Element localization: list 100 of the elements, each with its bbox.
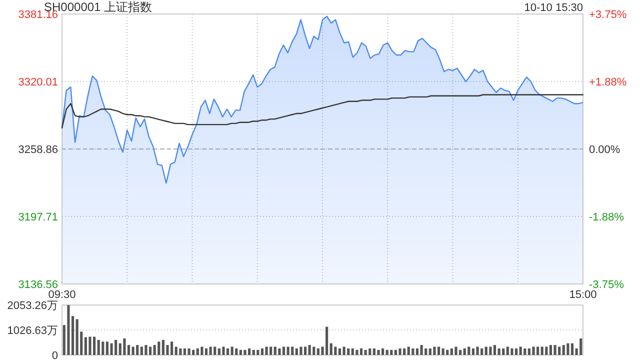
bar xyxy=(433,346,436,355)
bar xyxy=(506,346,509,355)
bar xyxy=(132,346,134,355)
bar xyxy=(291,346,294,355)
bar xyxy=(286,346,290,355)
bar xyxy=(148,346,152,355)
bar xyxy=(532,346,535,355)
bar xyxy=(498,348,500,355)
bar xyxy=(468,346,470,355)
bar xyxy=(136,345,139,355)
y2-tick-label: 0.00% xyxy=(589,144,620,156)
y2-tick-label: +1.88% xyxy=(589,76,627,88)
bar xyxy=(454,346,458,355)
bar xyxy=(570,343,574,355)
bar xyxy=(265,346,268,355)
bar xyxy=(97,340,100,355)
bar xyxy=(514,348,518,355)
bar xyxy=(334,346,337,355)
bar xyxy=(153,345,156,355)
x-tick-label: 15:00 xyxy=(569,289,597,301)
y-tick-label: 3197.71 xyxy=(18,212,58,224)
bar xyxy=(102,342,104,355)
bar xyxy=(209,346,212,355)
bar xyxy=(390,350,393,355)
bar xyxy=(123,338,126,355)
bar xyxy=(484,346,488,355)
bar xyxy=(442,348,444,355)
bar xyxy=(88,336,92,355)
bar xyxy=(524,348,526,355)
y-tick-label: 3381.16 xyxy=(18,9,58,21)
bar xyxy=(398,348,402,355)
bar xyxy=(407,346,410,355)
bar xyxy=(127,345,130,355)
bar xyxy=(67,305,70,355)
y-tick-label: 3136.56 xyxy=(18,279,58,291)
bar xyxy=(308,345,311,355)
bar xyxy=(204,348,208,355)
bar xyxy=(562,345,565,355)
bar xyxy=(226,348,230,355)
bar xyxy=(312,346,316,355)
bar xyxy=(282,346,286,355)
x-tick-label: 09:30 xyxy=(48,289,76,301)
bar xyxy=(300,346,302,355)
bar xyxy=(183,348,186,355)
bar xyxy=(554,345,556,355)
y-tick-label: 3320.01 xyxy=(18,76,58,88)
bar xyxy=(381,348,384,355)
bar xyxy=(144,345,148,355)
bar xyxy=(76,319,78,355)
annotation: 10-10 15:30 xyxy=(524,2,583,14)
bar xyxy=(416,348,419,355)
bar xyxy=(260,348,264,355)
y2-tick-label: -1.88% xyxy=(589,212,624,224)
bar xyxy=(536,346,540,355)
bar xyxy=(493,345,496,355)
bar xyxy=(446,350,449,355)
bar xyxy=(412,348,414,355)
bar xyxy=(368,348,372,355)
bar xyxy=(244,350,246,355)
y-tick-label: 1026.63万 xyxy=(7,325,58,337)
bar xyxy=(458,350,462,355)
bar xyxy=(214,346,216,355)
bar xyxy=(338,348,342,355)
bar xyxy=(476,346,479,355)
bar xyxy=(356,350,358,355)
line-series xyxy=(61,94,584,128)
bar xyxy=(110,343,113,355)
bar xyxy=(330,343,332,355)
bar xyxy=(222,346,225,355)
bar xyxy=(519,346,522,355)
bar xyxy=(342,346,346,355)
bar xyxy=(304,346,307,355)
bar xyxy=(252,350,255,355)
bar xyxy=(179,348,182,355)
bar xyxy=(386,350,388,355)
bar xyxy=(196,348,199,355)
bar xyxy=(463,348,466,355)
y2-tick-label: -3.75% xyxy=(589,279,624,291)
bar xyxy=(428,348,432,355)
bar xyxy=(545,346,548,355)
bar xyxy=(540,346,544,355)
bar xyxy=(437,346,440,355)
y-tick-label: 2053.26万 xyxy=(7,300,58,312)
bar xyxy=(360,348,363,355)
bar xyxy=(158,342,160,355)
bar xyxy=(174,346,178,355)
bar xyxy=(510,348,514,355)
bar xyxy=(188,348,190,355)
bar xyxy=(489,346,492,355)
y-tick-label: 0 xyxy=(52,350,58,360)
bar xyxy=(420,345,423,355)
bar xyxy=(235,348,238,355)
bar xyxy=(566,343,570,355)
bar xyxy=(351,348,354,355)
bar xyxy=(377,350,380,355)
y-tick-label: 3258.86 xyxy=(18,144,58,156)
bar xyxy=(364,350,367,355)
bar xyxy=(230,346,234,355)
y2-tick-label: +3.75% xyxy=(589,9,627,21)
bar xyxy=(256,350,260,355)
